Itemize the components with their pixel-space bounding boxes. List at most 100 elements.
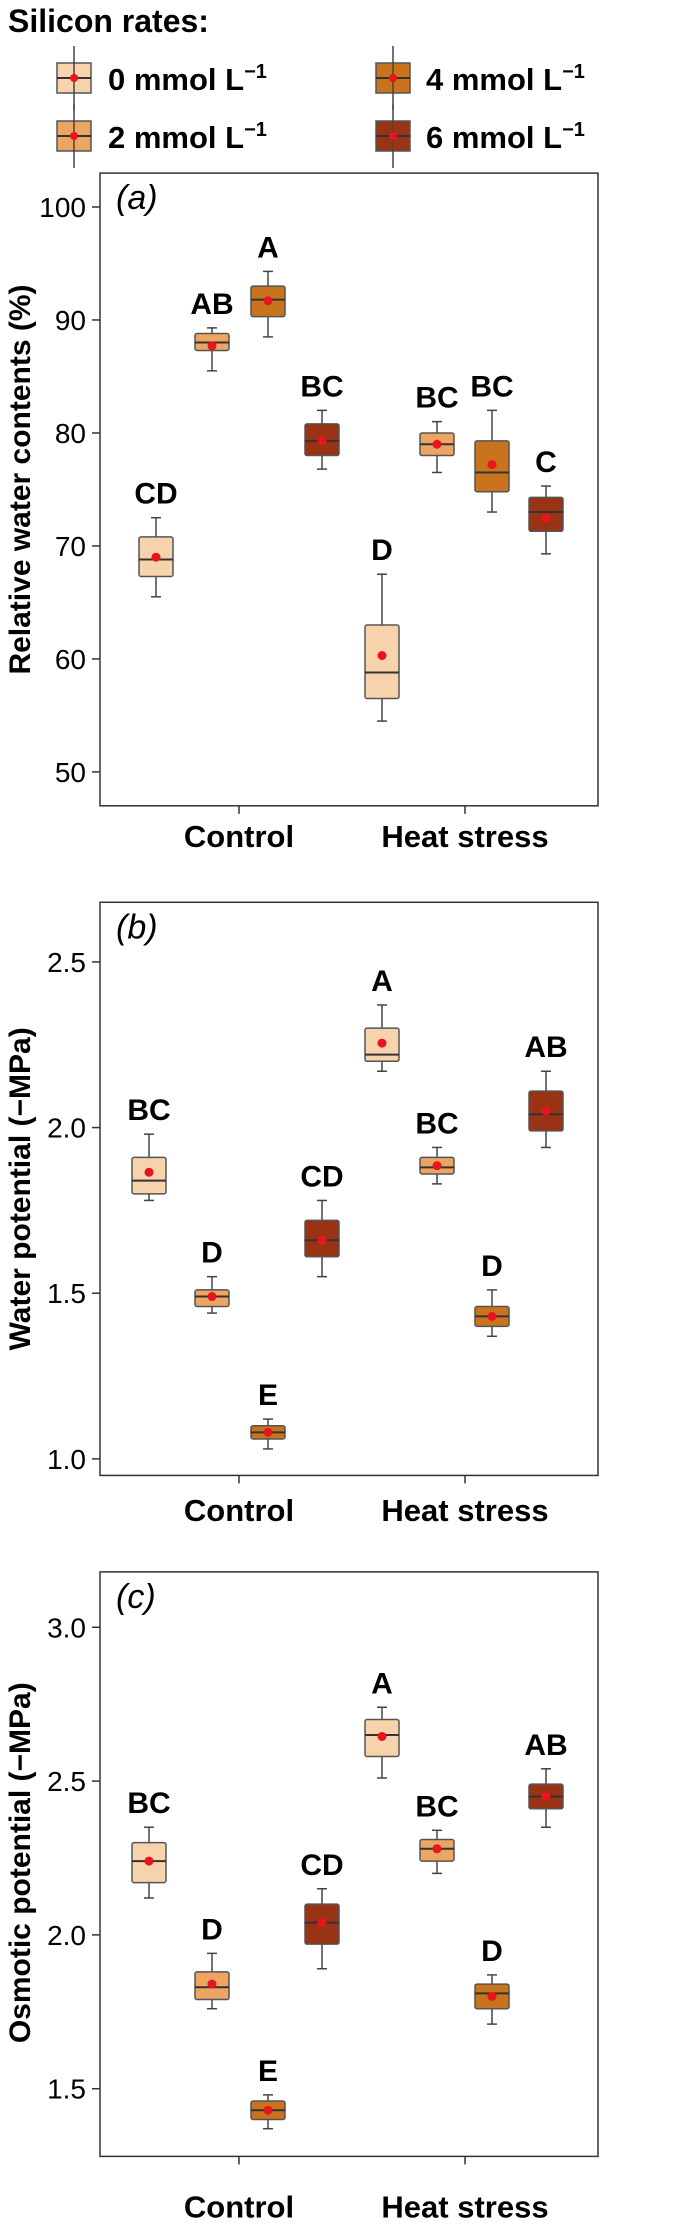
significance-letter: BC	[127, 1787, 170, 1820]
box-mean-dot	[207, 1979, 217, 1989]
y-axis-label: Water potential (−MPa)	[4, 1027, 37, 1350]
box-mean-dot	[432, 439, 442, 449]
legend-item-0: 0 mmol L−1	[56, 46, 267, 110]
y-axis-label: Relative water contents (%)	[4, 284, 37, 674]
panel-label: (a)	[116, 179, 158, 217]
significance-letter: CD	[300, 1160, 343, 1193]
box-mean-dot	[144, 1856, 154, 1866]
box-control-1: D	[194, 1237, 230, 1314]
y-tick-label: 1.0	[47, 1444, 86, 1475]
y-tick-label: 3.0	[47, 1612, 86, 1643]
box-mean-dot	[144, 1167, 154, 1177]
legend-label-0: 0 mmol L−1	[108, 61, 267, 97]
legend-swatch-dot-1	[389, 74, 397, 82]
significance-letter: BC	[415, 382, 458, 415]
box-mean-dot	[317, 1235, 327, 1245]
box-heat-0: A	[364, 1667, 400, 1779]
box-mean-dot	[487, 1311, 497, 1321]
box-control-1: AB	[190, 288, 234, 372]
box-mean-dot	[377, 1038, 387, 1048]
y-tick-label: 60	[55, 644, 86, 675]
x-category-label: Heat stress	[381, 2189, 548, 2224]
box-heat-0: D	[364, 534, 400, 722]
x-category-label: Heat stress	[381, 1493, 548, 1528]
significance-letter: BC	[415, 1107, 458, 1140]
significance-letter: AB	[190, 288, 233, 321]
box-control-2: E	[250, 2055, 286, 2130]
legend-swatch-dot-2	[70, 132, 78, 140]
box-mean-dot	[207, 341, 217, 351]
significance-letter: BC	[127, 1094, 170, 1127]
significance-letter: BC	[415, 1790, 458, 1823]
box-mean-dot	[541, 1791, 551, 1801]
y-tick-label: 2.5	[47, 947, 86, 978]
x-category-label: Heat stress	[381, 819, 548, 854]
legend-swatch-dot-0	[70, 74, 78, 82]
box-mean-dot	[317, 1918, 327, 1928]
legend-item-2: 2 mmol L−1	[56, 104, 267, 168]
y-tick-label: 2.5	[47, 1766, 86, 1797]
x-category-label: Control	[184, 2189, 294, 2224]
plot-frame	[99, 901, 599, 1477]
y-tick-label: 1.5	[47, 2074, 86, 2105]
significance-letter: C	[535, 446, 557, 479]
box-control-2: E	[250, 1379, 286, 1450]
box-mean-dot	[377, 1731, 387, 1741]
box-control-1: D	[194, 1913, 230, 2010]
box-control-3: CD	[300, 1849, 344, 1970]
legend-item-1: 4 mmol L−1	[375, 46, 585, 110]
box-mean-dot	[263, 1427, 273, 1437]
significance-letter: A	[371, 1667, 393, 1700]
box-heat-1: BC	[415, 382, 459, 474]
box-heat-2: BC	[470, 370, 514, 513]
box-mean-dot	[263, 296, 273, 306]
box-mean-dot	[263, 2105, 273, 2115]
legend-label-3: 6 mmol L−1	[426, 119, 585, 155]
box-control-3: BC	[300, 370, 344, 470]
box-mean-dot	[317, 436, 327, 446]
box-mean-dot	[487, 460, 497, 470]
y-tick-label: 70	[55, 531, 86, 562]
y-tick-label: 1.5	[47, 1278, 86, 1309]
significance-letter: AB	[524, 1031, 567, 1064]
significance-letter: CD	[300, 1849, 343, 1882]
box-mean-dot	[151, 552, 161, 562]
box-mean-dot	[432, 1844, 442, 1854]
significance-letter: E	[258, 2055, 278, 2088]
significance-letter: A	[371, 965, 393, 998]
y-tick-label: 2.0	[47, 1920, 86, 1951]
significance-letter: CD	[134, 478, 177, 511]
significance-letter: BC	[300, 370, 343, 403]
box-control-0: BC	[127, 1094, 171, 1202]
panel-c: 1.5 2.0 2.5 3.0 Control Heat stress Osmotic po…	[4, 1571, 599, 2224]
panel-b: 1.0 1.5 2.0 2.5 Control Heat stress Water pote…	[4, 901, 599, 1528]
box-heat-2: D	[474, 1935, 510, 2025]
legend-label-2: 2 mmol L−1	[108, 119, 267, 155]
panel-label: (c)	[116, 1578, 156, 1616]
legend-label-1: 4 mmol L−1	[426, 61, 585, 97]
significance-letter: D	[371, 534, 393, 567]
y-tick-label: 2.0	[47, 1113, 86, 1144]
significance-letter: A	[257, 231, 279, 264]
significance-letter: E	[258, 1379, 278, 1412]
box-mean-dot	[432, 1161, 442, 1171]
panel-label: (b)	[116, 908, 158, 946]
significance-letter: D	[481, 1250, 503, 1283]
x-category-label: Control	[184, 819, 294, 854]
box-control-2: A	[250, 231, 286, 338]
x-category-label: Control	[184, 1493, 294, 1528]
legend-title: Silicon rates:	[8, 3, 209, 39]
legend: Silicon rates: 0 mmol L−1 4 mmol L−1	[8, 3, 585, 168]
panel-a: 50 60 70 80 90 100 Control Heat stress Relative …	[4, 172, 599, 854]
legend-swatch-dot-3	[389, 132, 397, 140]
significance-letter: BC	[470, 370, 513, 403]
significance-letter: D	[201, 1237, 223, 1270]
significance-letter: AB	[524, 1729, 567, 1762]
box-heat-0: A	[364, 965, 400, 1072]
y-tick-label: 90	[55, 305, 86, 336]
box-heat-3: AB	[524, 1031, 568, 1149]
box-control-3: CD	[300, 1160, 344, 1278]
box-heat-3: C	[528, 446, 564, 555]
